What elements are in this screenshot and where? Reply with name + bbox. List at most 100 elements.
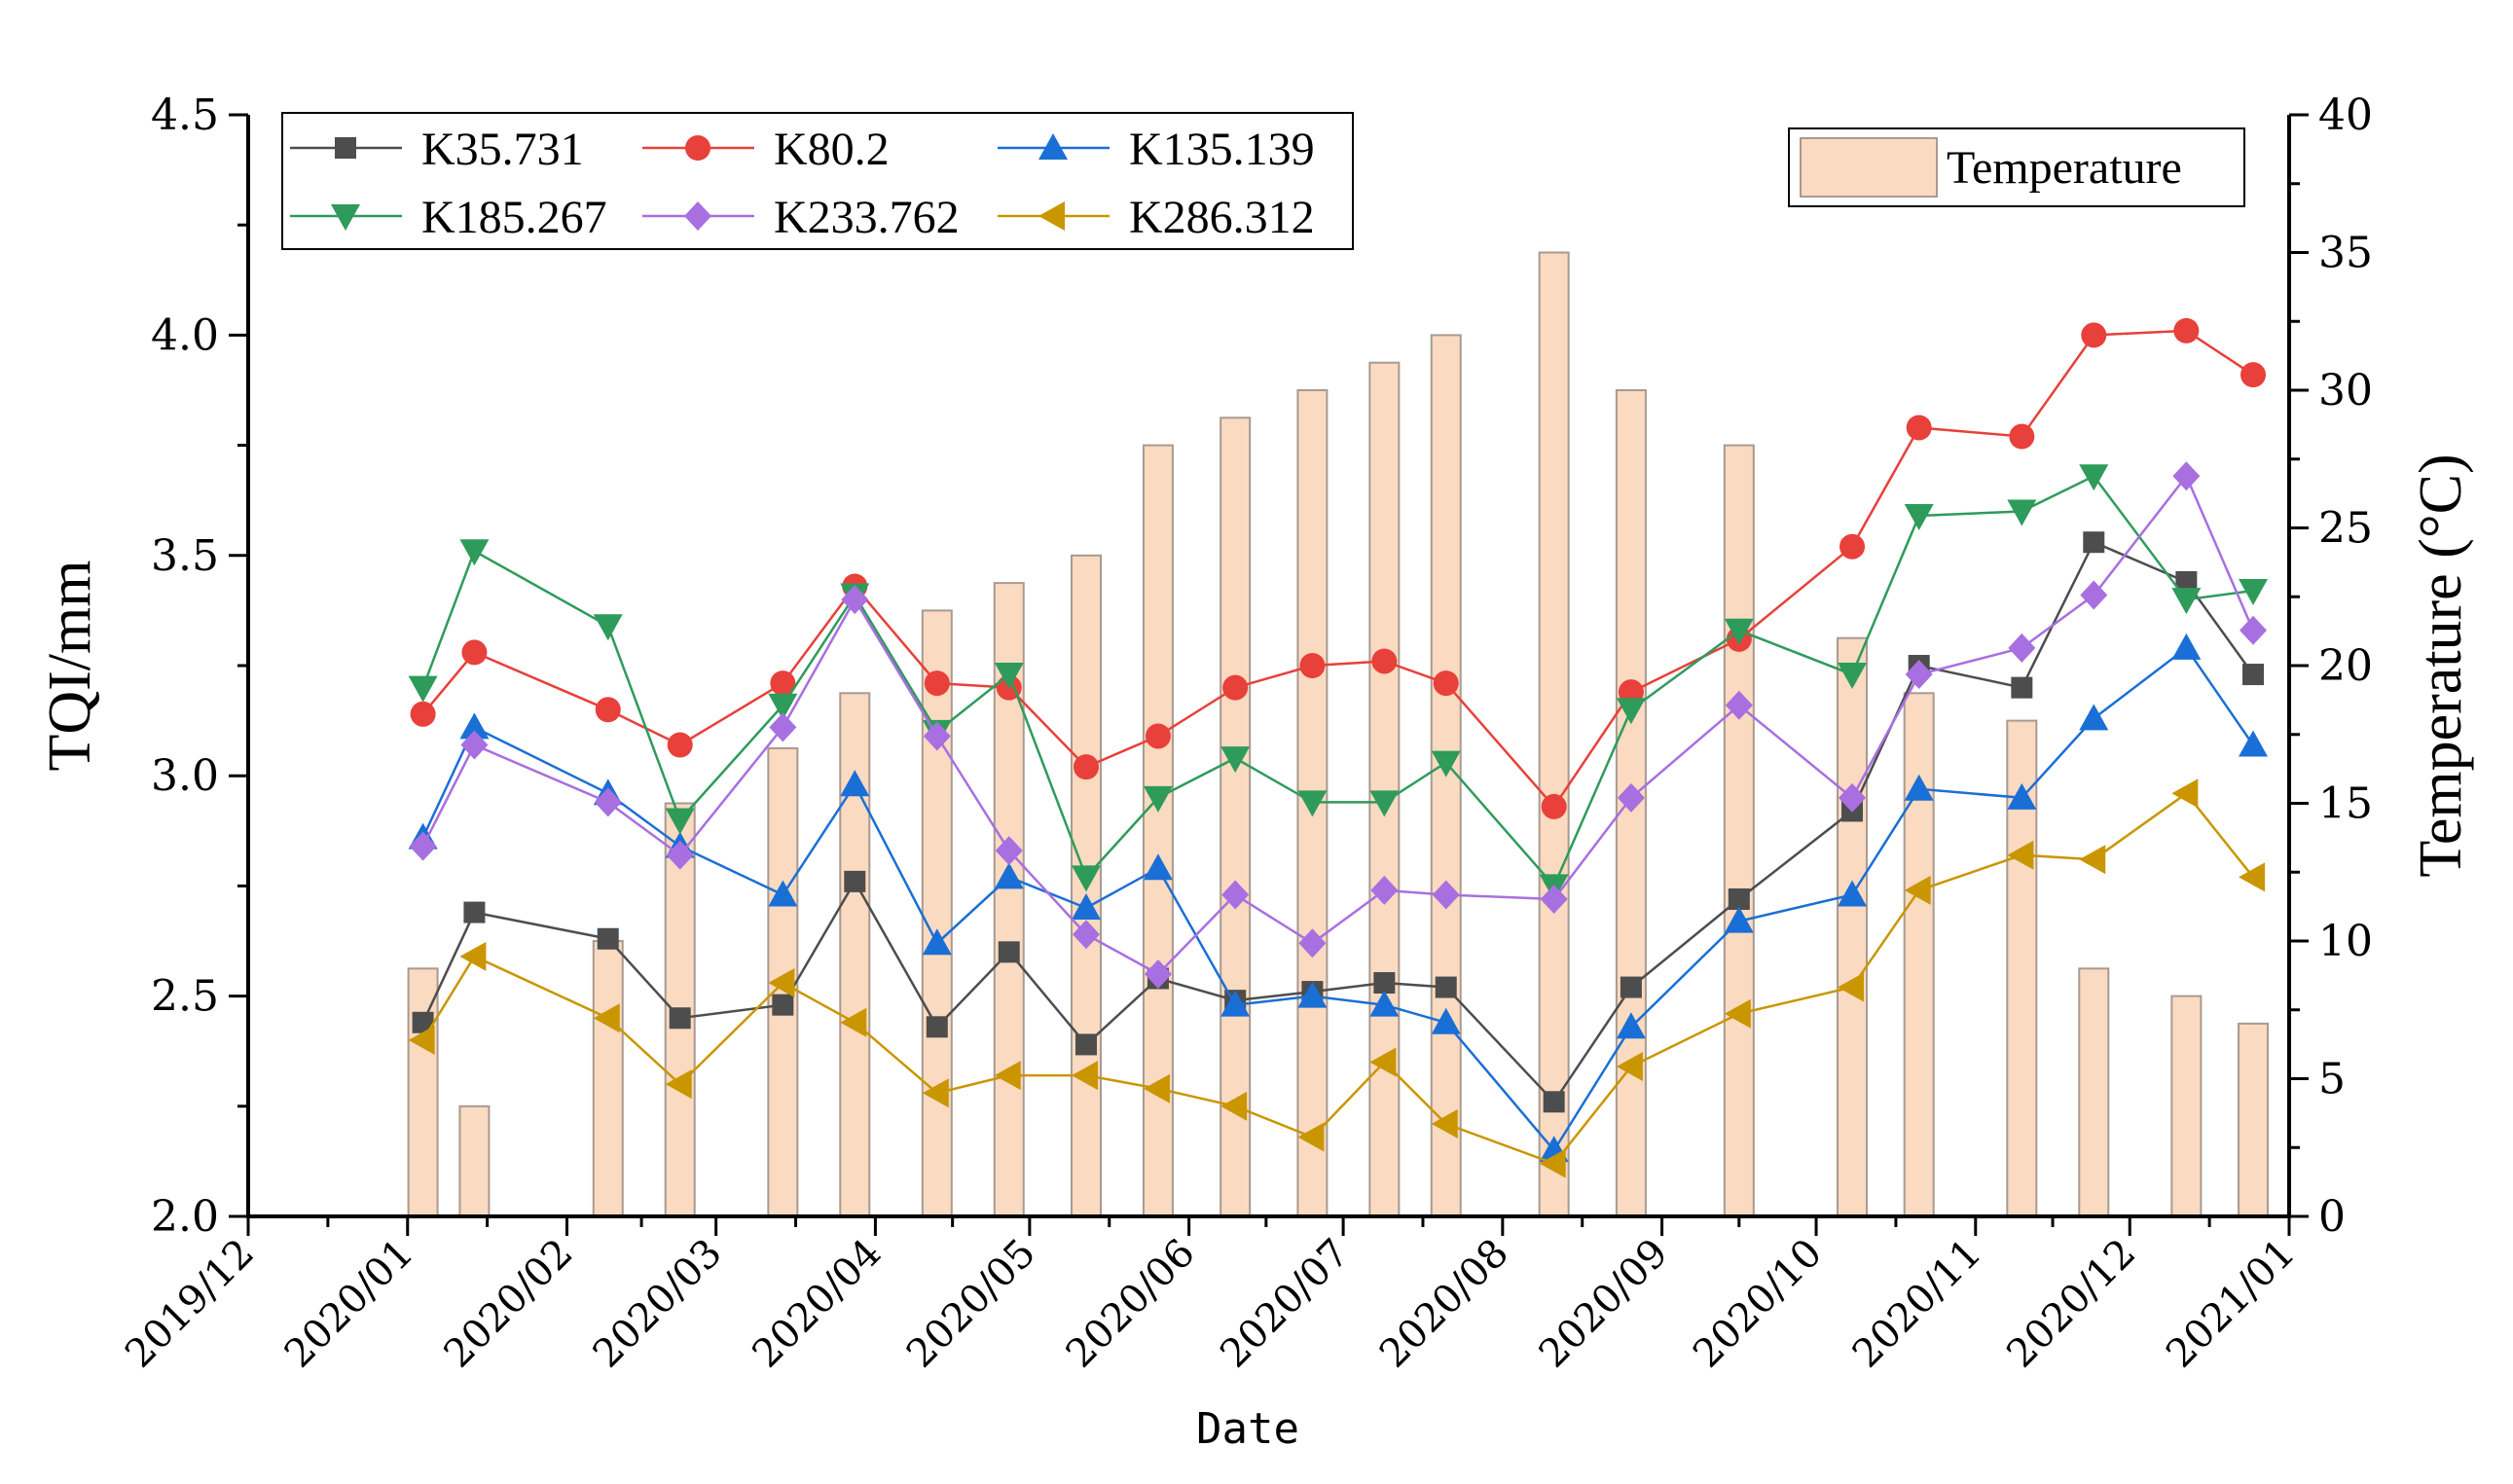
data-point [768, 693, 798, 720]
data-point [1071, 865, 1101, 892]
data-point [840, 1007, 867, 1037]
y2-tick-label: 0 [2318, 1192, 2346, 1242]
data-point [1369, 790, 1400, 817]
temperature-bar [1723, 444, 1755, 1218]
legend-item: K286.312 [998, 192, 1315, 243]
x-axis-title: Date [1196, 1404, 1299, 1454]
temperature-bar [592, 940, 624, 1217]
data-point [1297, 981, 1328, 1008]
x-tick-label: 2020/01 [276, 1231, 422, 1377]
data-point [597, 927, 619, 950]
data-point [1072, 920, 1100, 950]
temperature-bar [407, 967, 439, 1217]
temperature-bar [1368, 361, 1401, 1217]
legend-label: K233.762 [774, 192, 960, 243]
data-point [1541, 793, 1567, 819]
data-point [841, 585, 869, 615]
y-tick-label: 3.0 [151, 751, 219, 801]
temperature-bar [1538, 251, 1570, 1217]
x-tick-label: 2020/10 [1685, 1231, 1831, 1377]
data-point [463, 901, 486, 923]
data-point [1297, 790, 1328, 817]
data-point [593, 1003, 620, 1033]
x-tick-label: 2021/01 [2158, 1231, 2304, 1377]
data-point [1724, 618, 1754, 645]
data-point [408, 675, 438, 703]
data-point [2171, 633, 2202, 660]
data-point [1299, 653, 1326, 678]
temperature-bars [407, 251, 2270, 1218]
data-point [772, 994, 794, 1016]
data-point [1143, 853, 1173, 881]
data-point [595, 697, 621, 723]
temperature-bar [921, 609, 953, 1217]
data-point [1432, 880, 1460, 910]
y2-tick-label: 20 [2318, 641, 2373, 691]
data-point [1071, 1061, 1098, 1091]
x-tick-label: 2020/06 [1058, 1231, 1204, 1377]
temperature-bar [2078, 967, 2110, 1217]
data-point [1839, 782, 1867, 813]
data-point [998, 941, 1020, 963]
data-point [665, 1069, 692, 1100]
data-point [2242, 664, 2265, 686]
data-point [412, 1011, 434, 1033]
data-point [2171, 588, 2202, 615]
data-point [1839, 533, 1866, 560]
data-point [1904, 774, 1934, 801]
temperature-bar [2170, 995, 2203, 1217]
y-axis-title: TQI/mm [37, 561, 103, 772]
x-tick-label: 2020/03 [585, 1231, 731, 1377]
data-point [669, 1007, 691, 1030]
data-point [2239, 862, 2266, 892]
data-point [2240, 615, 2268, 645]
x-tick-label: 2019/12 [117, 1231, 263, 1377]
data-point [994, 1061, 1021, 1091]
data-point [684, 201, 711, 231]
data-point [459, 539, 490, 566]
y-tick-label: 3.5 [151, 531, 219, 581]
data-point [768, 880, 798, 907]
data-point [1369, 1047, 1397, 1077]
data-point [2009, 423, 2035, 450]
data-point [1904, 875, 1931, 905]
y2-axis-title: Temperature (°C) [2408, 453, 2474, 877]
y2-tick-label: 25 [2318, 504, 2373, 554]
data-point [2007, 499, 2037, 526]
data-point [926, 1016, 948, 1038]
data-point [331, 204, 360, 231]
legend-item: K80.2 [642, 124, 890, 175]
data-point [2171, 778, 2199, 809]
data-point [2175, 570, 2198, 593]
data-point [2081, 322, 2107, 348]
data-point [1143, 1073, 1170, 1104]
series-k286-312 [408, 778, 2266, 1178]
data-point [2172, 461, 2201, 491]
data-point [1038, 133, 1068, 160]
data-point [593, 614, 623, 641]
x-tick-label: 2020/05 [898, 1231, 1044, 1377]
y-tick-label: 2.0 [151, 1192, 219, 1242]
data-point [1431, 750, 1461, 778]
data-point [1373, 972, 1396, 995]
x-tick-label: 2020/02 [436, 1231, 582, 1377]
data-point [769, 712, 797, 742]
series-k185-267 [408, 464, 2269, 901]
data-point [459, 941, 487, 971]
data-point [2008, 633, 2036, 663]
data-point [1369, 990, 1400, 1017]
data-point [923, 721, 951, 751]
data-point [1906, 415, 1932, 441]
data-point [2173, 317, 2200, 344]
data-point [1071, 893, 1101, 921]
series-k233-762 [409, 461, 2268, 989]
temperature-bar [2238, 1022, 2270, 1218]
series-line [421, 329, 2254, 809]
data-point [2079, 845, 2106, 875]
y-tick-label: 4.5 [151, 90, 219, 140]
data-point [1724, 906, 1754, 933]
data-point [922, 928, 952, 956]
legend-item: K185.267 [290, 192, 607, 243]
data-point [1725, 690, 1753, 720]
